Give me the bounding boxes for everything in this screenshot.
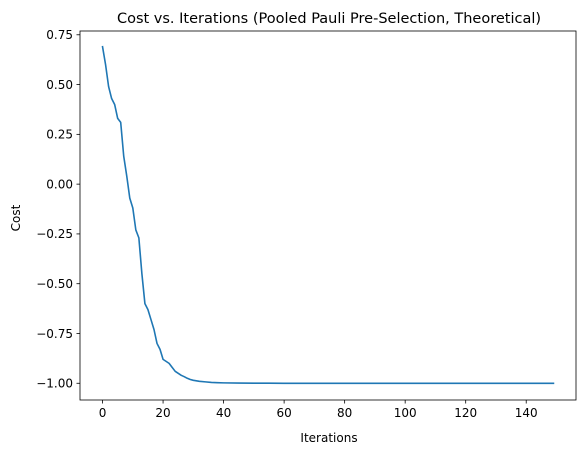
x-tick-label: 40	[216, 406, 231, 420]
x-tick-label: 80	[337, 406, 352, 420]
y-tick-label: −0.75	[36, 327, 73, 341]
y-tick-label: −0.25	[36, 227, 73, 241]
x-tick-label: 20	[155, 406, 170, 420]
plot-area	[79, 30, 577, 401]
x-tick-label: 0	[99, 406, 107, 420]
y-tick-label: −0.50	[36, 277, 73, 291]
series-line-0	[101, 45, 555, 385]
x-axis: 0 20 40 60 80 100 120 140	[99, 400, 538, 420]
y-tick-label: 0.75	[46, 28, 73, 42]
series-layer	[101, 45, 555, 385]
chart-title: Cost vs. Iterations (Pooled Pauli Pre-Se…	[117, 11, 541, 27]
plot-frame	[79, 30, 577, 401]
x-axis-label: Iterations	[300, 431, 357, 445]
y-axis: 0.75 0.50 0.25 0.00 −0.25 −0.50 −0.75 −1.00	[36, 28, 80, 391]
x-tick-label: 140	[515, 406, 538, 420]
y-tick-label: −1.00	[36, 377, 73, 391]
x-tick-label: 100	[394, 406, 417, 420]
y-tick-label: 0.25	[46, 128, 73, 142]
y-tick-label: 0.50	[46, 78, 73, 92]
x-tick-label: 120	[454, 406, 477, 420]
x-tick-label: 60	[276, 406, 291, 420]
y-axis-label: Cost	[9, 204, 23, 231]
y-tick-label: 0.00	[46, 177, 73, 191]
